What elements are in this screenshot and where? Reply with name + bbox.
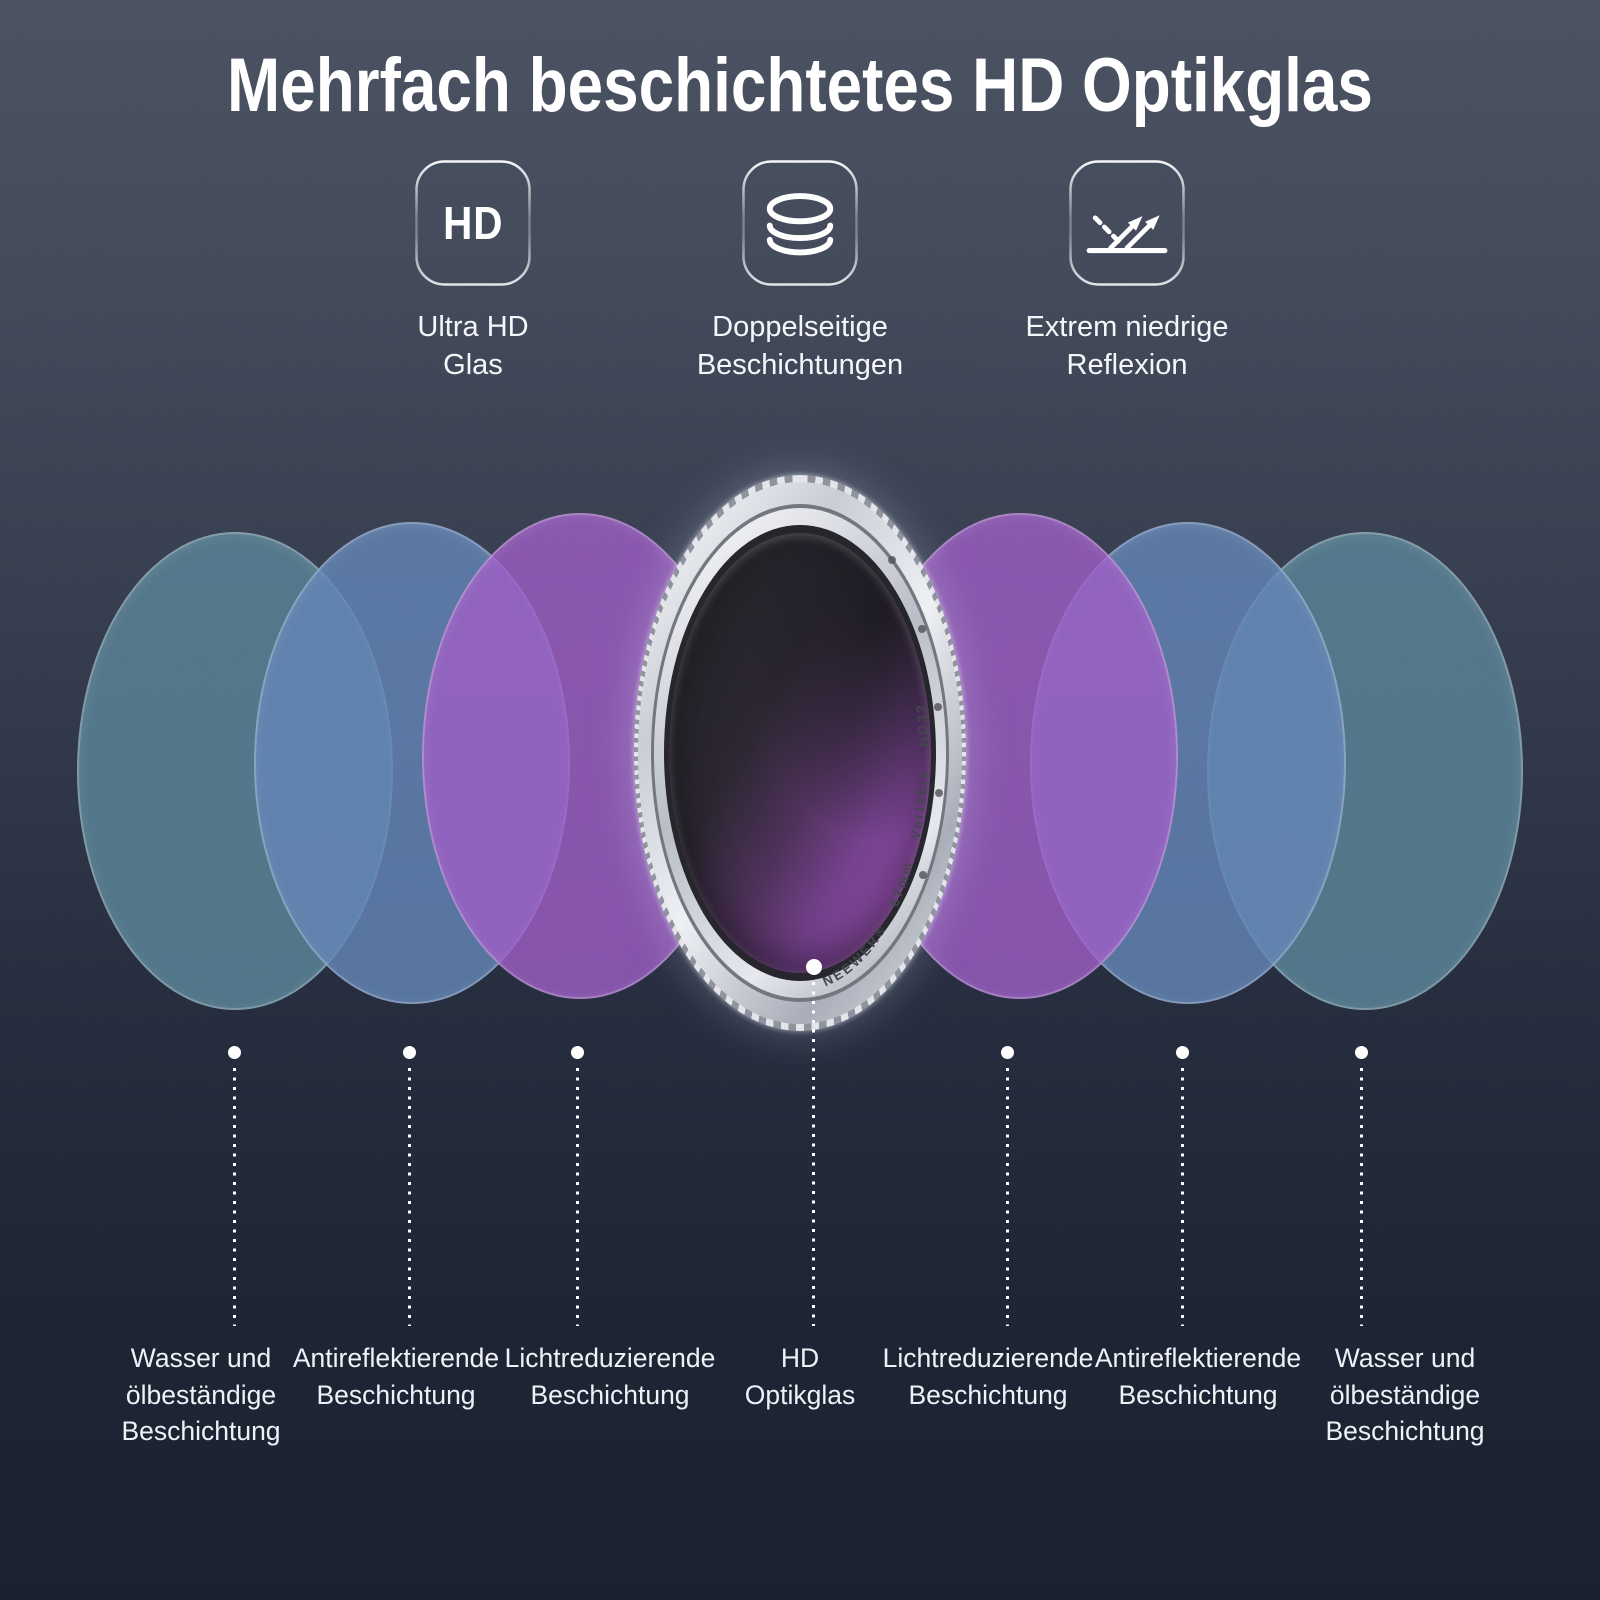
icon-frame: HD <box>415 160 531 286</box>
feature-label: Extrem niedrige Reflexion <box>1025 308 1228 385</box>
frame-border <box>742 160 858 286</box>
feature-label-line: Extrem niedrige <box>1025 311 1229 343</box>
callout-dot <box>806 959 822 975</box>
callout-dot <box>571 1046 584 1059</box>
callout-dot <box>1355 1046 1368 1059</box>
callout-leader <box>812 982 815 1326</box>
callout-label-water-oil-right: Wasser und ölbeständige Beschichtung <box>1250 1340 1560 1450</box>
callout-line: Beschichtung <box>1325 1416 1485 1447</box>
feature-ultra-hd-glas: HD Ultra HD Glas <box>310 160 637 385</box>
callout-dot <box>1001 1046 1014 1059</box>
feature-label: Ultra HD Glas <box>417 308 528 385</box>
callout-line: Beschichtung <box>121 1416 281 1447</box>
callout-line: Wasser und <box>1334 1343 1476 1373</box>
feature-label: Doppelseitige Beschichtungen <box>697 308 903 385</box>
nd-filter-product: NEEWER® 67mm Variable ND32 <box>634 475 966 1031</box>
filter-ring-markings: NEEWER® 67mm Variable ND32 <box>820 556 943 990</box>
icon-frame <box>742 160 858 286</box>
callout-dot <box>403 1046 416 1059</box>
callout-leader <box>233 1068 236 1326</box>
feature-label-line: Doppelseitige <box>712 311 888 343</box>
filter-ring-text: NEEWER® 67mm Variable ND32 <box>820 702 928 990</box>
hd-badge-icon: HD <box>442 197 504 249</box>
callout-leader <box>1360 1068 1363 1326</box>
icon-frame <box>1069 160 1185 286</box>
callout-leader <box>576 1068 579 1326</box>
callout-leader <box>1006 1068 1009 1326</box>
callout-leader <box>408 1068 411 1326</box>
feature-label-line: Reflexion <box>1066 349 1188 382</box>
feature-label-line: Ultra HD <box>417 311 529 343</box>
feature-row: HD Ultra HD Glas <box>0 160 1600 385</box>
callout-dot <box>1176 1046 1189 1059</box>
feature-doppelseitige-beschichtungen: Doppelseitige Beschichtungen <box>637 160 964 385</box>
callout-dot <box>228 1046 241 1059</box>
feature-label-line: Beschichtungen <box>696 349 904 382</box>
svg-text:NEEWER® 67mm Variable ND32: NEEWER® 67mm Variable ND32 <box>820 702 931 990</box>
callout-leader <box>1181 1068 1184 1326</box>
callout-line: ölbeständige <box>1329 1379 1481 1410</box>
feature-extrem-niedrige-reflexion: Extrem niedrige Reflexion <box>964 160 1291 385</box>
frame-border <box>1069 160 1185 286</box>
feature-label-line: Glas <box>443 349 503 382</box>
page-title: Mehrfach beschichtetes HD Optikglas <box>227 43 1373 128</box>
